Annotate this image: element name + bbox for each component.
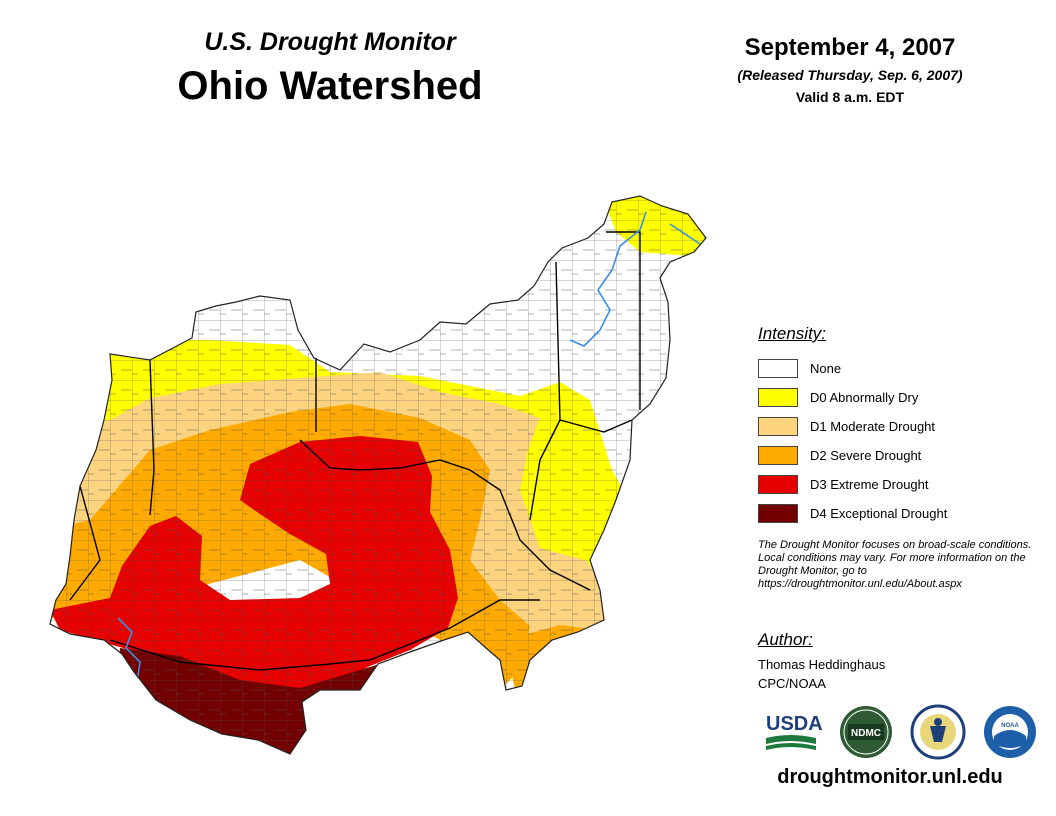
legend-swatch bbox=[758, 359, 798, 378]
agency-logos: USDA NDMC NOAA bbox=[766, 704, 1036, 760]
legend-swatch bbox=[758, 504, 798, 523]
legend-swatch bbox=[758, 388, 798, 407]
release-date: (Released Thursday, Sep. 6, 2007) bbox=[737, 67, 963, 83]
watershed-outline bbox=[49, 195, 707, 755]
legend-item-none: None bbox=[758, 354, 1048, 383]
noaa-logo-icon: NOAA bbox=[984, 706, 1036, 758]
map-date: September 4, 2007 bbox=[744, 34, 956, 61]
footer-url[interactable]: droughtmonitor.unl.edu bbox=[777, 766, 1003, 788]
legend-label: D0 Abnormally Dry bbox=[810, 390, 919, 405]
map-title: Ohio Watershed bbox=[177, 64, 483, 108]
ndmc-logo-icon: NDMC bbox=[840, 706, 892, 758]
legend-swatch bbox=[758, 417, 798, 436]
author-org: CPC/NOAA bbox=[758, 676, 826, 691]
legend-swatch bbox=[758, 446, 798, 465]
noaa-logo-text: NOAA bbox=[1001, 723, 1019, 729]
commerce-seal-icon bbox=[910, 704, 966, 760]
usda-logo-icon: USDA bbox=[766, 713, 823, 750]
author-heading: Author: bbox=[758, 630, 813, 649]
legend-title: Intensity: bbox=[758, 324, 827, 343]
legend-swatch bbox=[758, 475, 798, 494]
valid-time: Valid 8 a.m. EDT bbox=[795, 89, 905, 105]
rivers bbox=[117, 211, 701, 677]
legend-label: None bbox=[810, 361, 842, 376]
drought-map bbox=[49, 195, 707, 755]
legend-label: D1 Moderate Drought bbox=[810, 419, 936, 434]
legend-label: D4 Exceptional Drought bbox=[810, 506, 948, 521]
legend-item-d4: D4 Exceptional Drought bbox=[758, 499, 1048, 528]
author-name: Thomas Heddinghaus bbox=[758, 657, 886, 672]
ndmc-logo-text: NDMC bbox=[851, 728, 881, 739]
legend-item-d1: D1 Moderate Drought bbox=[758, 412, 1048, 441]
legend-item-d2: D2 Severe Drought bbox=[758, 441, 1048, 470]
legend: Intensity: None D0 Abnormally Dry D1 Mod… bbox=[758, 324, 1048, 528]
state-boundaries bbox=[69, 231, 641, 671]
legend-label: D2 Severe Drought bbox=[810, 448, 922, 463]
legend-label: D3 Extreme Drought bbox=[810, 477, 929, 492]
map-subtitle: U.S. Drought Monitor bbox=[204, 28, 456, 56]
disclaimer-note: The Drought Monitor focuses on broad-sca… bbox=[758, 539, 1032, 590]
usda-logo-text: USDA bbox=[766, 713, 823, 735]
legend-item-d0: D0 Abnormally Dry bbox=[758, 383, 1048, 412]
legend-item-d3: D3 Extreme Drought bbox=[758, 470, 1048, 499]
